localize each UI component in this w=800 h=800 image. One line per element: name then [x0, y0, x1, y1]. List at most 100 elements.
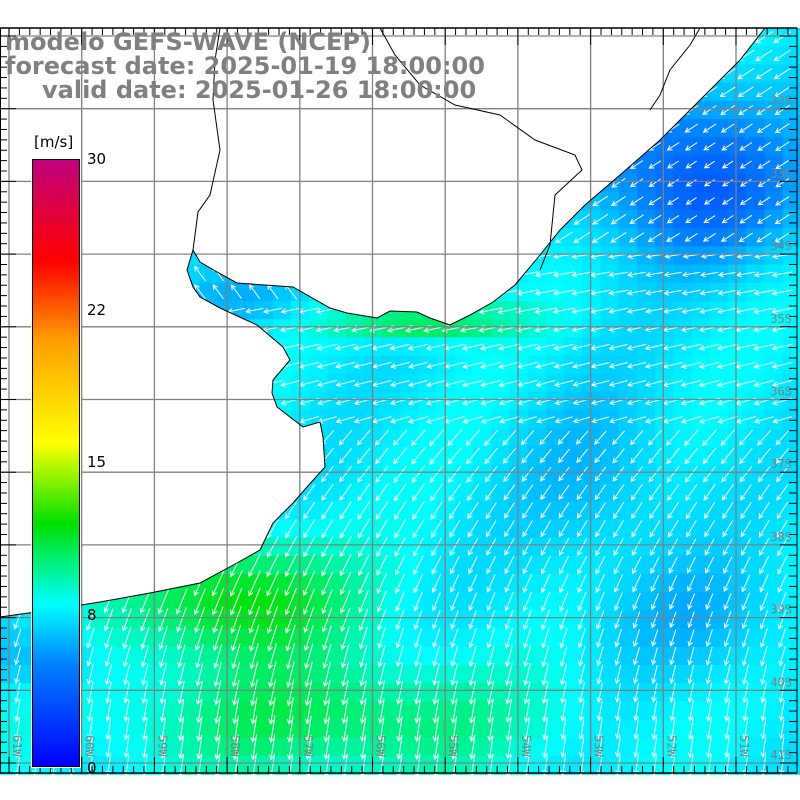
speed-cell: [345, 537, 365, 557]
wind-arrow: [480, 415, 502, 424]
wind-arrow: [723, 538, 733, 556]
speed-cell: [600, 410, 620, 429]
speed-cell: [327, 519, 347, 539]
wind-arrow: [340, 644, 350, 669]
wind-arrow: [340, 607, 351, 632]
speed-cell: [655, 719, 674, 739]
wind-arrow: [724, 718, 730, 741]
speed-cell: [273, 737, 292, 757]
wind-arrow: [358, 554, 370, 577]
speed-cell: [291, 756, 310, 775]
wind-arrow: [612, 484, 625, 501]
wind-arrow: [395, 663, 404, 686]
wind-arrow: [577, 573, 587, 594]
speed-cell: [254, 610, 274, 630]
speed-cell: [400, 537, 420, 557]
wind-arrow: [760, 682, 767, 704]
speed-cell: [309, 683, 329, 702]
speed-cell: [91, 665, 110, 684]
wind-arrow: [571, 289, 593, 296]
speed-cell: [309, 392, 329, 411]
wind-arrow: [122, 626, 132, 650]
wind-arrow: [285, 643, 296, 670]
speed-cell: [436, 501, 456, 520]
speed-cell: [709, 701, 729, 721]
speed-cell: [782, 483, 800, 502]
wind-arrow: [559, 609, 569, 631]
speed-cell: [200, 683, 219, 702]
wind-arrow: [776, 484, 789, 501]
speed-cell: [637, 246, 656, 266]
speed-cell: [709, 301, 729, 320]
speed-cell: [182, 719, 201, 739]
speed-cell: [509, 719, 529, 739]
wind-arrow: [266, 553, 280, 578]
speed-cell: [746, 446, 765, 466]
speed-cell: [218, 701, 238, 721]
speed-cell: [546, 392, 565, 411]
wind-arrow: [630, 430, 644, 446]
wind-arrow: [681, 289, 701, 296]
wind-arrow: [594, 466, 607, 482]
speed-cell: [618, 428, 638, 448]
wind-arrow: [466, 483, 480, 502]
speed-cell: [746, 428, 765, 448]
speed-cell: [764, 519, 784, 539]
wind-arrow: [648, 465, 662, 483]
wind-arrow: [741, 646, 750, 667]
speed-cell: [291, 537, 310, 557]
wind-arrow: [214, 698, 221, 724]
speed-cell: [254, 683, 274, 702]
speed-cell: [473, 683, 492, 702]
wind-arrow: [741, 628, 750, 648]
wind-arrow: [703, 465, 717, 483]
speed-cell: [418, 446, 438, 466]
wind-arrow: [680, 343, 702, 351]
wind-arrow: [280, 379, 302, 388]
speed-cell: [782, 392, 800, 411]
wind-arrow: [716, 361, 739, 369]
speed-cell: [764, 555, 784, 575]
speed-cell: [728, 410, 747, 429]
speed-cell: [236, 719, 256, 739]
wind-arrow: [698, 415, 720, 424]
wind-arrow: [212, 625, 223, 652]
wind-arrow: [286, 715, 294, 743]
speed-cell: [691, 246, 711, 266]
wind-arrow: [432, 645, 440, 667]
wind-arrow: [595, 555, 606, 575]
speed-cell: [455, 355, 474, 375]
speed-cell: [455, 519, 474, 539]
speed-cell: [709, 501, 729, 520]
speed-cell: [600, 392, 620, 411]
wind-arrow: [303, 625, 314, 652]
speed-cell: [673, 173, 693, 193]
wind-arrow: [14, 699, 21, 723]
wind-arrow: [742, 682, 749, 704]
longitude-label: 52W: [664, 735, 678, 757]
wind-arrow: [724, 700, 731, 722]
wind-arrow: [559, 645, 568, 667]
speed-cell: [564, 428, 583, 448]
wind-arrow: [591, 231, 609, 243]
wind-arrow: [666, 142, 680, 151]
wind-arrow: [557, 430, 571, 445]
speed-cell: [564, 228, 583, 247]
wind-arrow: [685, 197, 697, 205]
wind-arrow: [105, 736, 112, 759]
wind-arrow: [321, 519, 334, 539]
wind-arrow: [157, 589, 170, 615]
speed-cell: [527, 410, 547, 429]
wind-arrow: [776, 466, 789, 483]
speed-cell: [291, 646, 310, 666]
wind-arrow: [213, 643, 223, 669]
wind-arrow: [756, 104, 772, 116]
wind-arrow: [596, 682, 603, 704]
wind-arrow: [408, 361, 429, 369]
wind-arrow: [286, 697, 294, 725]
speed-cell: [345, 392, 365, 411]
speed-cell: [691, 701, 711, 721]
speed-cell: [418, 428, 438, 448]
speed-cell: [509, 665, 529, 684]
speed-cell: [309, 701, 329, 721]
